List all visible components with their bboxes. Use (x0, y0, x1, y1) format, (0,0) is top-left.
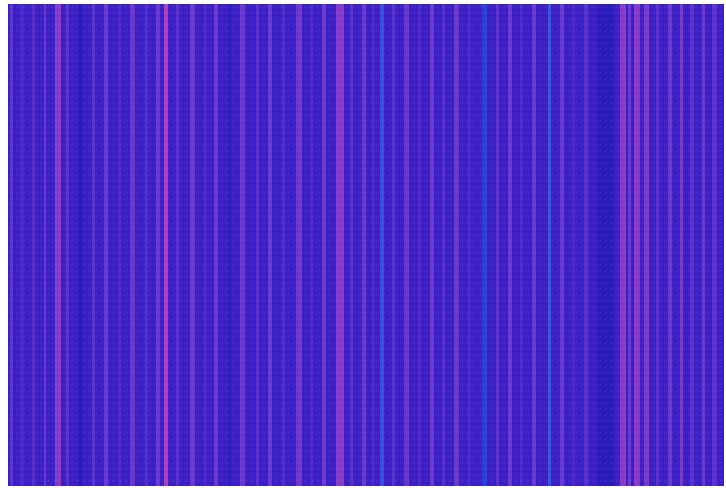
striped-image (0, 0, 726, 488)
page: {} (() => { const data = JSON.parse(docu… (0, 0, 726, 488)
grain-overlay (8, 4, 724, 486)
